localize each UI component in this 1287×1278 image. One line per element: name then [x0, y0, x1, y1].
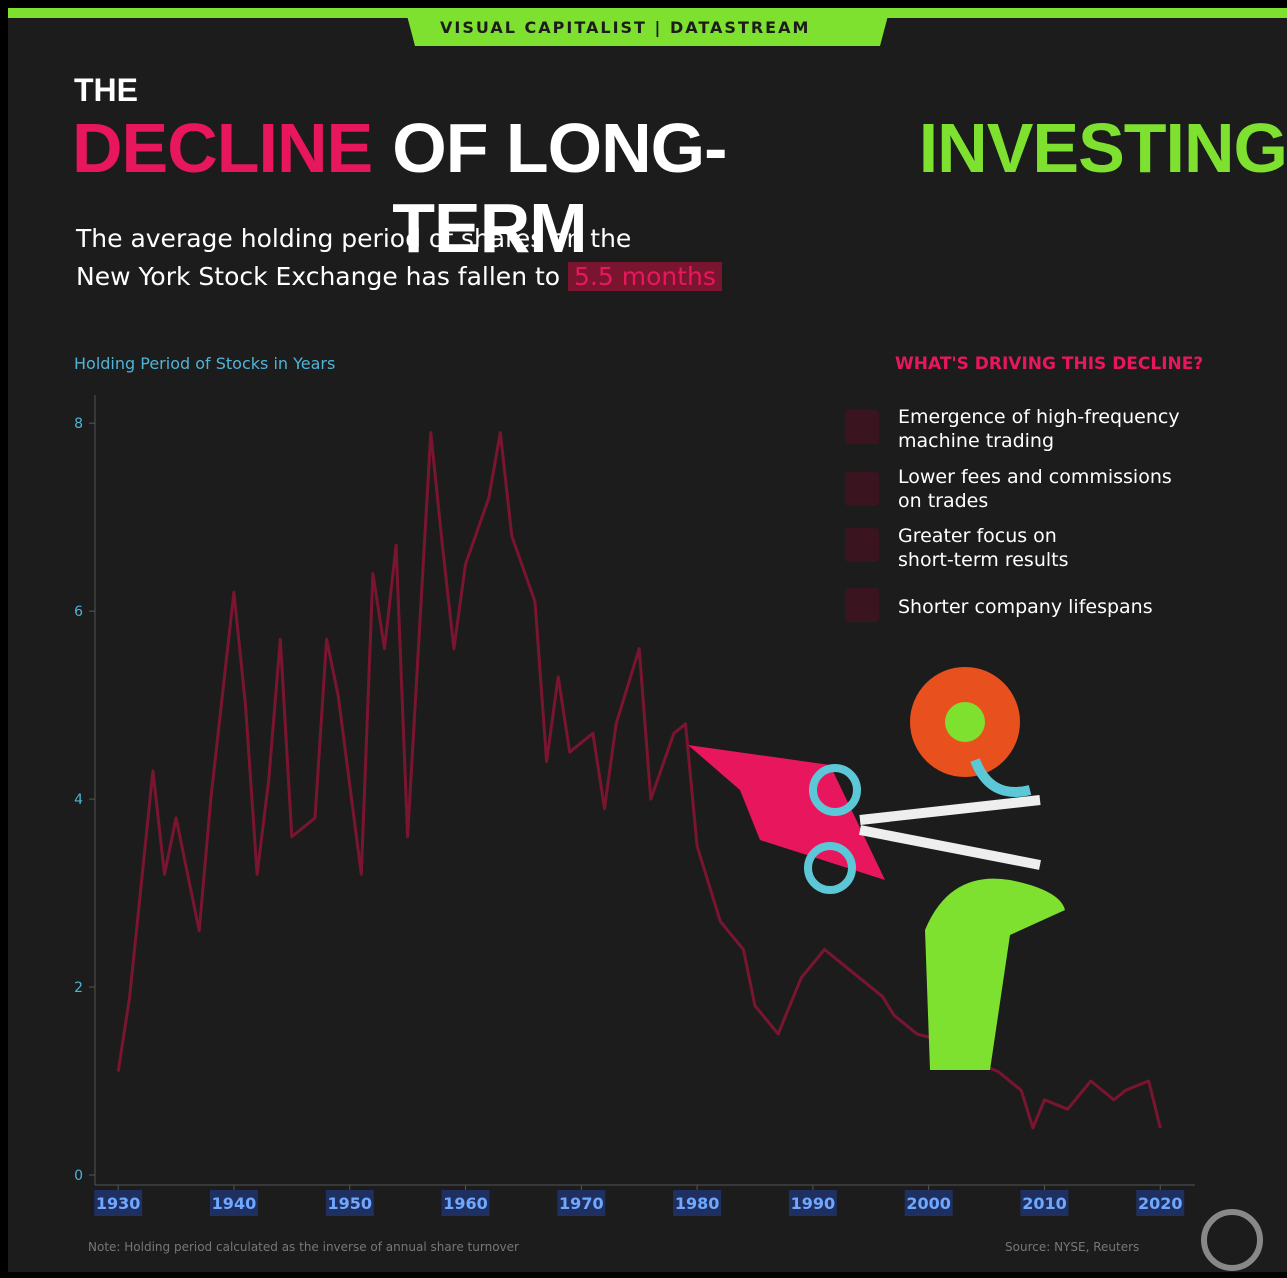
driver-icon [845, 410, 879, 444]
y-tick-label: 4 [74, 792, 83, 808]
header: VISUAL CAPITALIST | DATASTREAM [440, 18, 810, 37]
driver-item: Emergence of high-frequency machine trad… [898, 405, 1198, 453]
x-tick-label: 2000 [906, 1194, 951, 1213]
driver-item: Greater focus on short-term results [898, 524, 1098, 572]
x-tick-label: 1990 [791, 1194, 836, 1213]
drivers-heading: WHAT'S DRIVING THIS DECLINE? [895, 354, 1203, 374]
x-tick-label: 2020 [1138, 1194, 1183, 1213]
brand: VISUAL CAPITALIST [440, 18, 647, 37]
x-tick-label: 1940 [212, 1194, 257, 1213]
driver-item: Lower fees and commissions on trades [898, 465, 1198, 513]
y-tick-label: 0 [74, 1168, 83, 1184]
x-tick-label: 1960 [443, 1194, 488, 1213]
y-tick-label: 6 [74, 604, 83, 620]
driver-icon [845, 528, 879, 562]
driver-item: Shorter company lifespans [898, 595, 1198, 619]
title-pre: THE [74, 72, 138, 109]
y-tick-label: 2 [74, 980, 83, 996]
x-tick-label: 1950 [327, 1194, 372, 1213]
subtitle-line: The average holding period of shares on … [76, 220, 722, 258]
subtitle: The average holding period of shares on … [76, 220, 722, 296]
title-part: INVESTING [919, 108, 1287, 268]
x-tick-label: 1970 [559, 1194, 604, 1213]
y-axis-title: Holding Period of Stocks in Years [74, 354, 335, 373]
x-tick-label: 2010 [1022, 1194, 1067, 1213]
y-tick-label: 8 [74, 416, 83, 432]
subtitle-line: New York Stock Exchange has fallen to [76, 262, 560, 291]
subtitle-highlight: 5.5 months [568, 262, 722, 291]
driver-icon [845, 588, 879, 622]
product: DATASTREAM [670, 18, 810, 37]
footer-note: Note: Holding period calculated as the i… [88, 1240, 519, 1254]
x-tick-label: 1930 [96, 1194, 141, 1213]
footer-source: Source: NYSE, Reuters [1005, 1240, 1139, 1254]
driver-icon [845, 472, 879, 506]
page: 0 2 4 6 8 1930 1940 1950 1960 1970 1980 1990 2000 201… [0, 0, 1287, 1278]
x-tick-label: 1980 [675, 1194, 720, 1213]
